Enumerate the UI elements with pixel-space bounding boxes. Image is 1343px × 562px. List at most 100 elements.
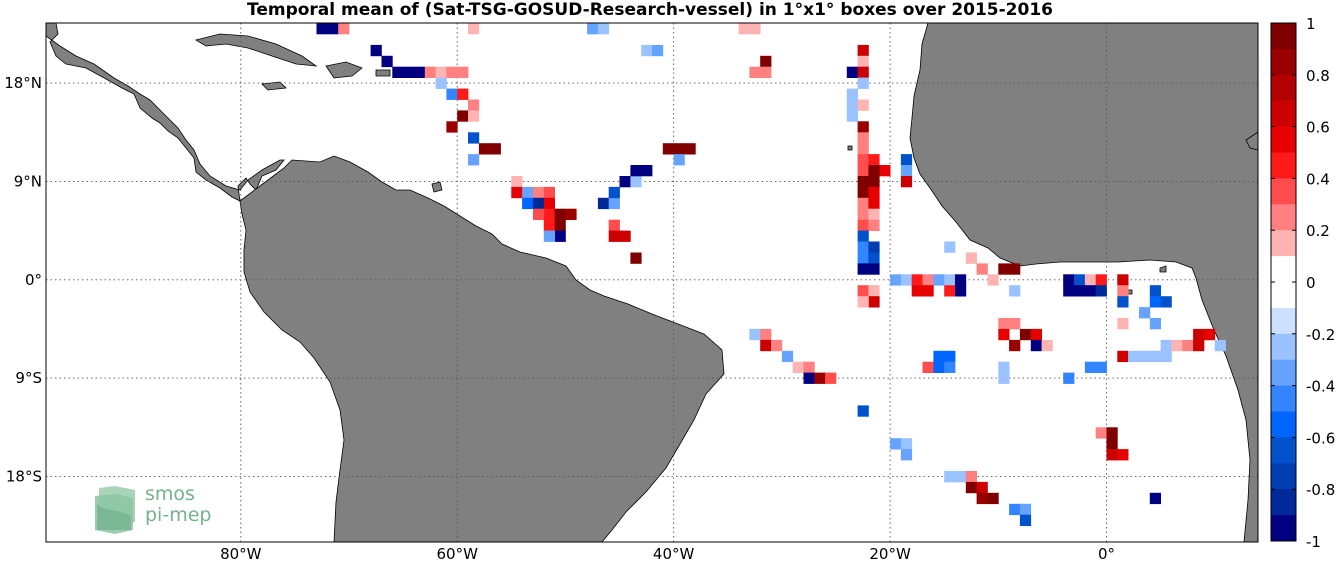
data-cell <box>457 88 469 100</box>
data-cell <box>1149 492 1161 505</box>
data-cell <box>1009 503 1021 516</box>
data-cell <box>381 55 393 68</box>
data-cell <box>890 438 902 450</box>
data-cell <box>868 165 880 177</box>
data-cell <box>1149 318 1161 330</box>
logo-mark <box>95 486 135 534</box>
land-sao-tome <box>1127 289 1133 295</box>
lat-tick-label: 18°S <box>6 467 42 485</box>
data-cell <box>1106 438 1118 450</box>
data-cell <box>446 88 458 100</box>
data-cell <box>630 165 642 177</box>
data-cell <box>1117 350 1129 363</box>
data-cell <box>749 23 761 35</box>
lon-tick-label: 40°W <box>653 545 695 562</box>
data-cell <box>965 471 977 483</box>
data-cell <box>554 230 566 242</box>
data-cell <box>1117 285 1129 297</box>
longitude-labels: 80°W 60°W 40°W 20°W 0° <box>220 545 1115 562</box>
data-cell <box>1117 318 1129 330</box>
data-cell <box>533 208 545 220</box>
data-cell <box>543 208 555 220</box>
colorbar-swatch <box>1271 230 1296 257</box>
data-cell <box>1128 350 1140 363</box>
data-cell <box>1009 263 1021 275</box>
data-cell <box>868 219 880 231</box>
data-cell <box>760 66 772 78</box>
data-cell <box>1106 427 1118 439</box>
colorbar-tick-label: -0.4 <box>1306 378 1335 396</box>
smos-pi-mep-logo: smos pi-mep <box>95 482 235 538</box>
data-cell <box>468 110 480 122</box>
data-cell <box>435 66 447 78</box>
lon-tick-label: 60°W <box>437 545 479 562</box>
data-cell <box>890 274 902 286</box>
data-cell <box>684 143 696 155</box>
data-cell <box>446 121 458 133</box>
colorbar-swatch <box>1271 282 1296 309</box>
colorbar-swatch <box>1271 515 1296 542</box>
data-cell <box>900 176 913 188</box>
data-cell <box>998 361 1010 373</box>
data-cell <box>857 285 869 297</box>
data-cell <box>814 372 826 384</box>
data-cell <box>641 44 653 57</box>
data-cell <box>933 274 945 286</box>
data-cell <box>998 263 1010 275</box>
data-cell <box>868 296 880 308</box>
data-cell <box>857 77 869 89</box>
data-cell <box>922 361 934 373</box>
lat-tick-label: 0° <box>25 271 42 289</box>
data-cell <box>533 186 545 199</box>
data-cell <box>868 154 880 166</box>
data-cell <box>771 339 783 352</box>
data-cell <box>911 285 923 297</box>
land-puerto-rico <box>375 69 391 77</box>
data-cell <box>944 241 956 253</box>
data-cell <box>998 318 1010 330</box>
data-cell <box>857 208 869 220</box>
data-cell <box>976 481 988 494</box>
data-cell <box>338 23 350 35</box>
data-cell <box>944 361 956 373</box>
data-cell <box>1019 514 1032 526</box>
data-cell <box>543 219 555 231</box>
data-cell <box>327 23 339 35</box>
data-cell <box>857 230 869 242</box>
data-cell <box>457 66 469 78</box>
data-cell <box>1095 427 1107 439</box>
colorbar-tick-label: -0.6 <box>1306 429 1335 447</box>
data-cell <box>900 449 913 461</box>
data-cell <box>1095 361 1107 373</box>
lon-tick-label: 20°W <box>869 545 911 562</box>
data-cell <box>944 274 956 286</box>
colorbar-swatch <box>1271 385 1296 412</box>
data-cell <box>846 88 858 100</box>
data-cell <box>868 252 880 264</box>
land-masses <box>46 23 1258 542</box>
data-cell <box>1074 274 1086 286</box>
colorbar-swatch <box>1271 178 1296 205</box>
data-cell <box>608 230 620 242</box>
data-cell <box>641 165 653 177</box>
data-cell <box>792 361 804 373</box>
data-cell <box>857 44 869 57</box>
data-cell <box>652 44 664 57</box>
data-cell <box>1095 285 1107 297</box>
colorbar: 1 0.8 0.6 0.4 0.2 0 -0.2 -0.4 -0.6 -0.8 -1 <box>1270 15 1335 551</box>
data-cell <box>619 176 631 188</box>
data-cell <box>900 274 913 286</box>
data-cell <box>900 165 913 177</box>
data-cell <box>554 219 566 231</box>
data-cell <box>846 99 858 111</box>
page-title: Temporal mean of (Sat-TSG-GOSUD-Research… <box>246 0 1053 20</box>
lat-tick-label: 9°N <box>14 172 42 190</box>
colorbar-swatch <box>1271 152 1296 179</box>
land-cape-verde <box>847 145 853 151</box>
data-cell <box>803 361 815 373</box>
data-cell <box>857 154 869 166</box>
data-cell <box>857 252 869 264</box>
data-cell <box>965 481 977 494</box>
data-cell <box>749 66 761 78</box>
data-cell <box>857 296 869 308</box>
